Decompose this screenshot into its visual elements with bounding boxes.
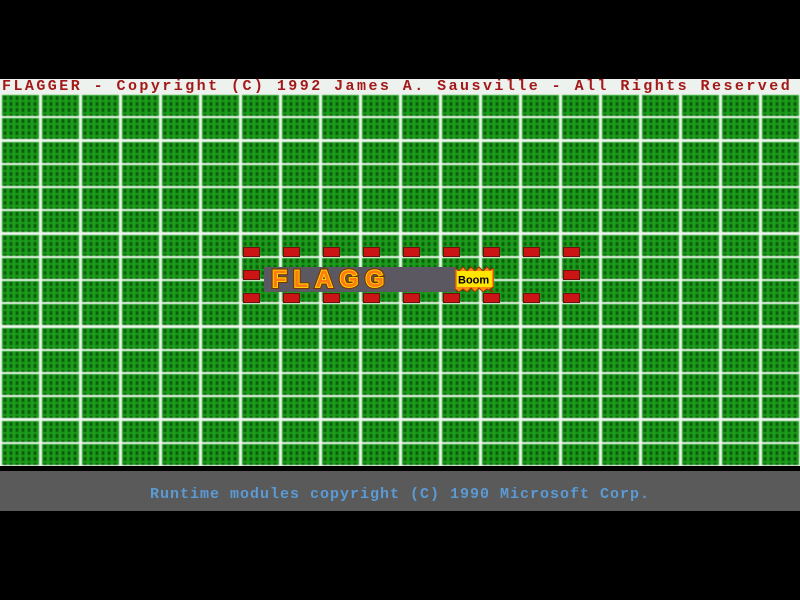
svg-text:Boom: Boom <box>458 275 489 287</box>
svg-text:FLAGG: FLAGG <box>272 267 391 292</box>
